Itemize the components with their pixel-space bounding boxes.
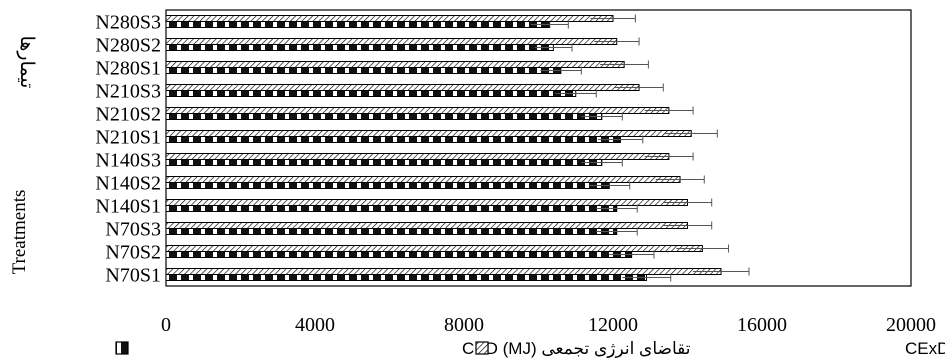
bar-ced: [165, 205, 618, 212]
x-tick-labels: 0 4000 8000 12000 16000 20000: [161, 314, 936, 336]
plot-area: [165, 9, 912, 287]
bar-cexd: [165, 245, 703, 252]
category-label: N210S3: [95, 81, 161, 103]
bar-ced: [165, 228, 618, 235]
bar-cexd: [165, 84, 640, 91]
bar-ced: [165, 159, 603, 166]
bar-ced: [165, 251, 633, 258]
category-label: N210S1: [95, 127, 161, 149]
category-label: N70S1: [105, 265, 161, 287]
bar-cexd: [165, 107, 670, 114]
category-label: N210S2: [95, 104, 161, 126]
legend-label-ced: تقاضای انرژی تجمعی (CED (MJ: [462, 339, 691, 358]
bar-ced: [165, 136, 621, 143]
y-axis-title-persian: تیمارها: [16, 36, 37, 89]
legend-swatch-ced: [115, 341, 129, 355]
x-tick-label: 0: [161, 314, 171, 336]
bar-cexd: [165, 130, 692, 137]
bar-cexd: [165, 268, 722, 275]
bar-cexd: [165, 176, 681, 183]
bar-ced: [165, 67, 562, 74]
bar-ced: [165, 21, 551, 28]
bar-ced: [165, 90, 577, 97]
category-label: N70S3: [105, 219, 161, 241]
x-tick-label: 8000: [444, 314, 484, 336]
y-axis-title-english: Treatments: [9, 190, 30, 275]
legend-label-cexd: تقاضای اکسرژی تجمعی (CExD (MJ: [905, 339, 945, 358]
bars-group: [165, 14, 750, 282]
category-label: N70S2: [105, 242, 161, 264]
category-label: N280S1: [95, 58, 161, 80]
category-label: N280S3: [95, 12, 161, 34]
bar-cexd: [165, 61, 625, 68]
legend: تقاضای انرژی تجمعی (CED (MJ تقاضای اکسرژ…: [115, 339, 945, 358]
bar-cexd: [165, 38, 618, 45]
bar-cexd: [165, 153, 670, 160]
bar-cexd: [165, 222, 688, 229]
category-label: N280S2: [95, 35, 161, 57]
category-label: N140S1: [95, 196, 161, 218]
category-label: N140S3: [95, 150, 161, 172]
x-tick-label: 16000: [737, 314, 787, 336]
x-tick-label: 20000: [886, 314, 936, 336]
x-tick-label: 12000: [588, 314, 638, 336]
bar-ced: [165, 113, 603, 120]
x-tick-label: 4000: [295, 314, 335, 336]
bar-cexd: [165, 199, 688, 206]
bar-ced: [165, 44, 554, 51]
bar-ced: [165, 182, 610, 189]
category-label: N140S2: [95, 173, 161, 195]
bar-ced: [165, 274, 648, 281]
category-labels: N280S3N280S2N280S1N210S3N210S2N210S1N140…: [95, 12, 161, 287]
bar-cexd: [165, 15, 614, 22]
legend-swatch-cexd: [475, 341, 489, 355]
